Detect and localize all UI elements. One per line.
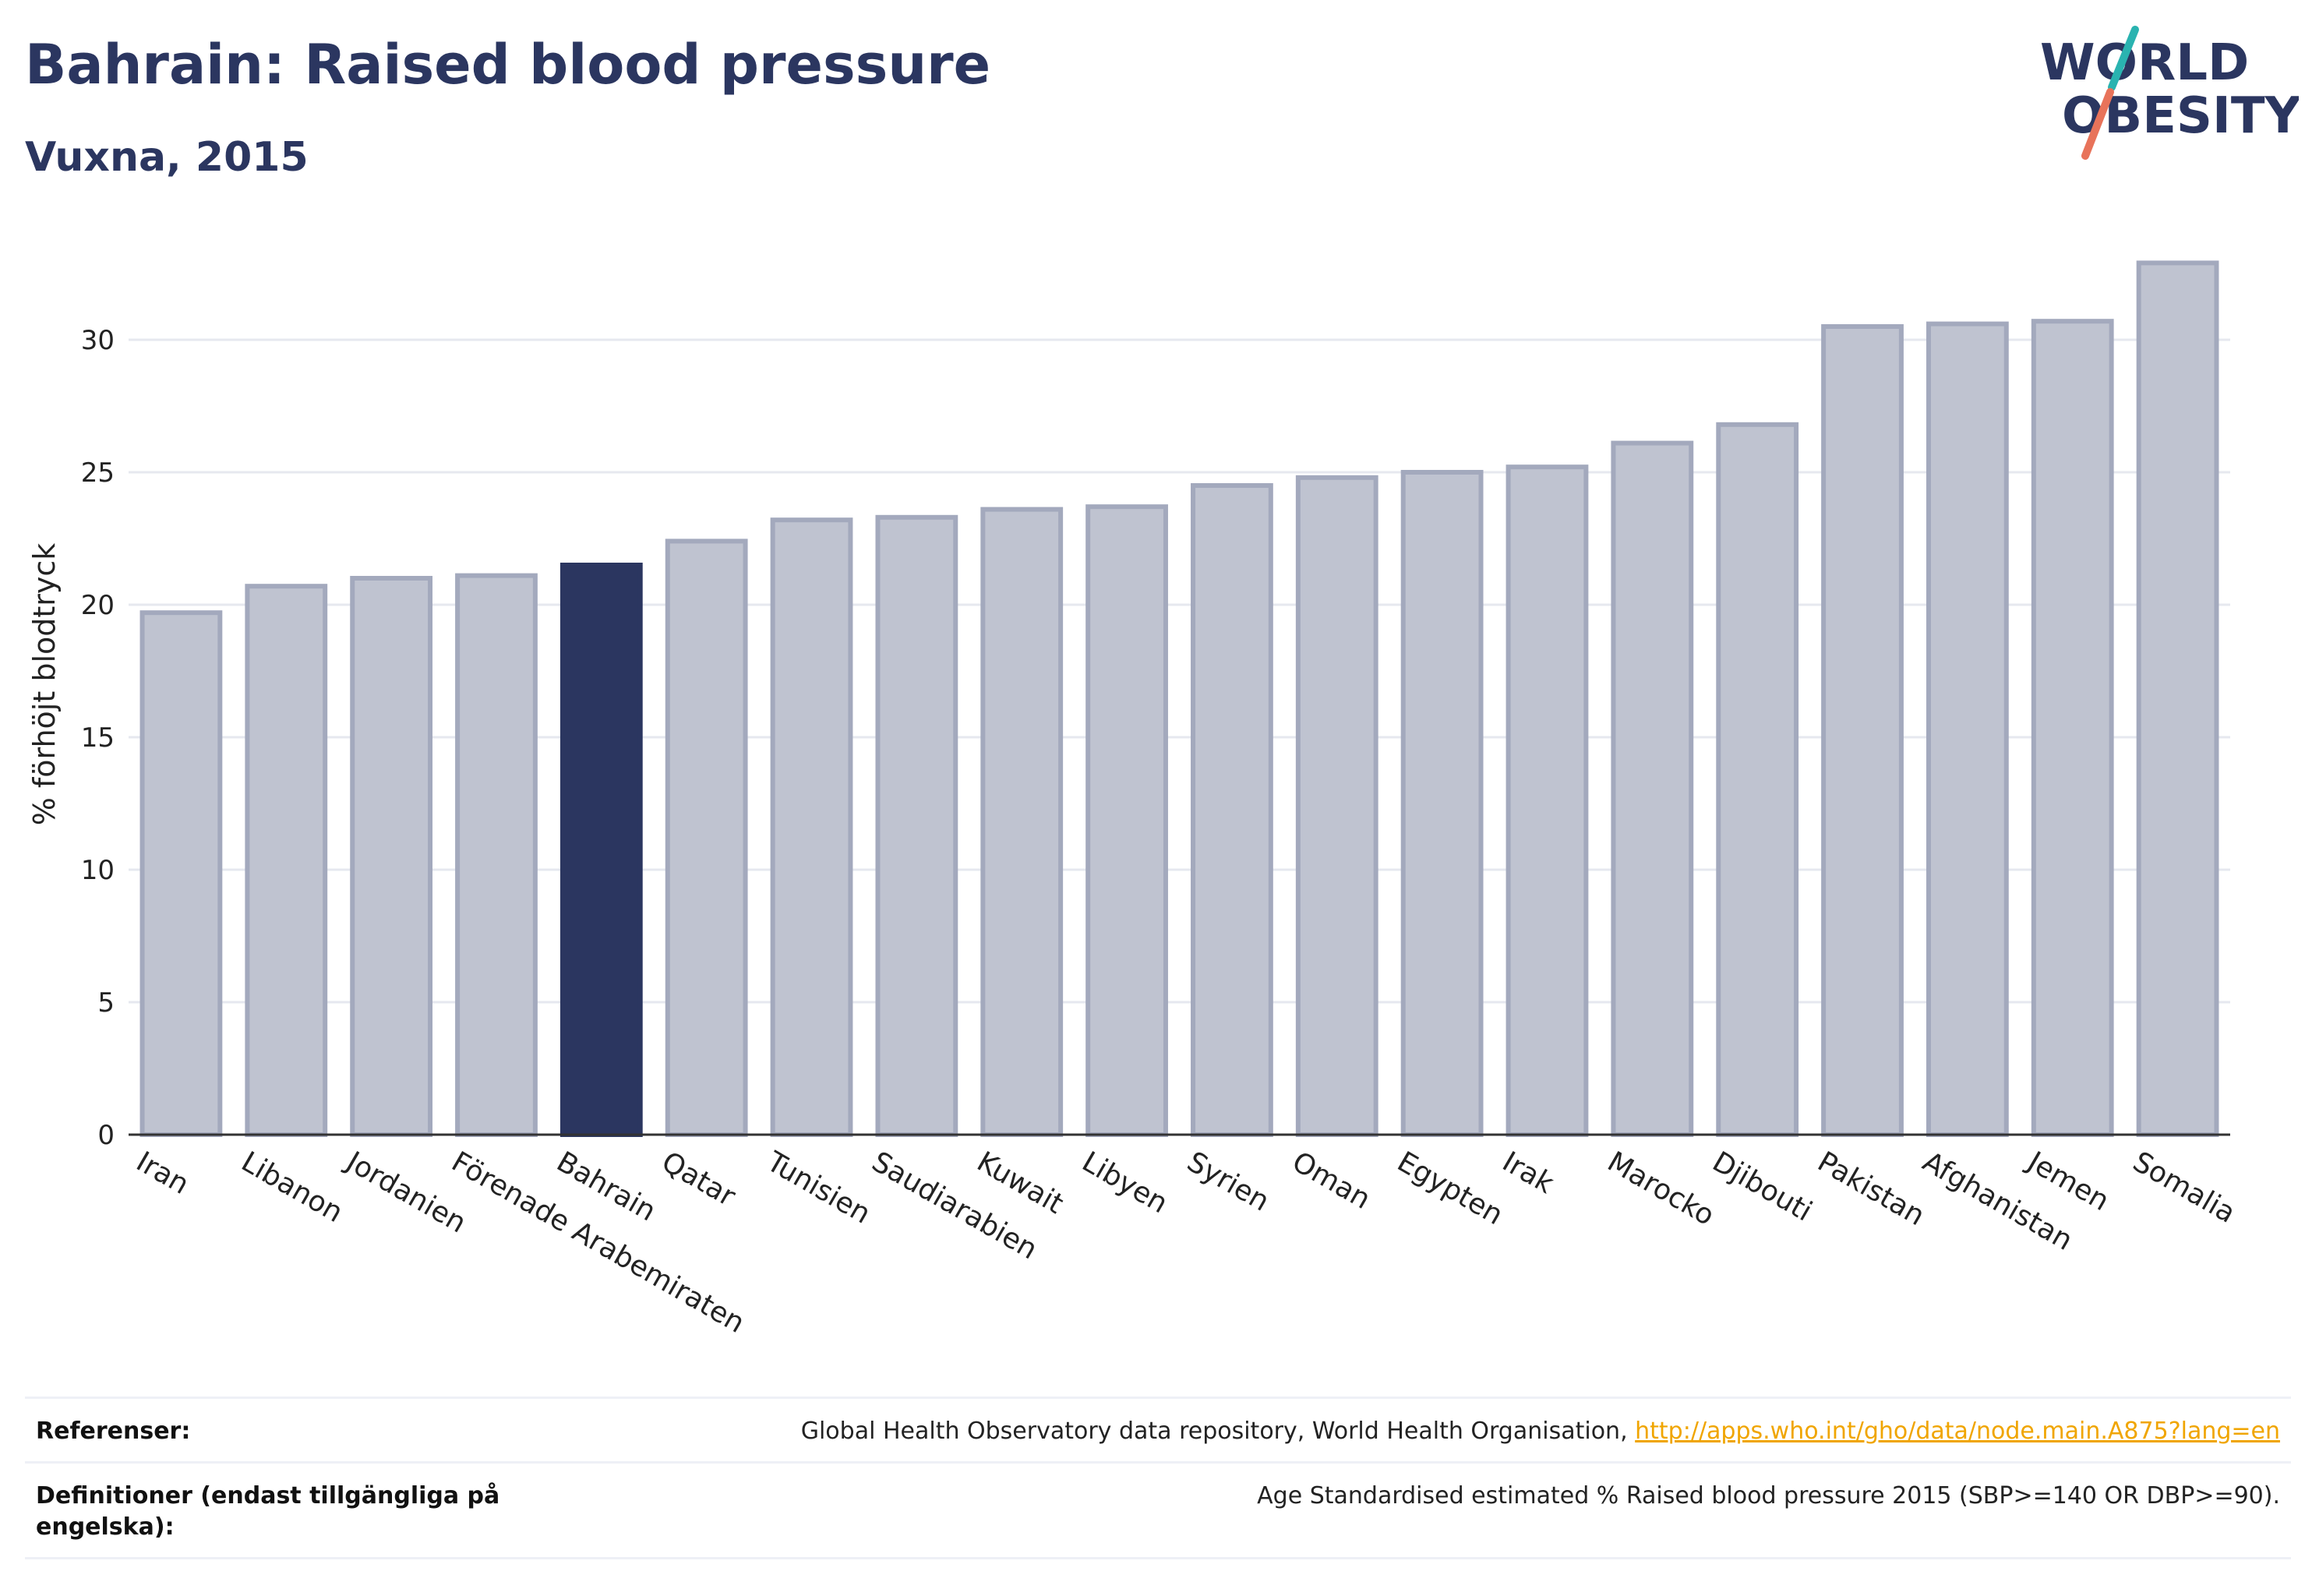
bar-jemen — [2031, 319, 2114, 1138]
x-tick-label: Tunisien — [761, 1146, 876, 1231]
x-tick-label: Libyen — [1077, 1146, 1174, 1220]
x-tick-label: Somalia — [2127, 1146, 2240, 1230]
bar-libyen — [1085, 504, 1168, 1137]
x-tick-label: Irak — [1497, 1146, 1559, 1200]
bar-pakistan — [1821, 324, 1904, 1137]
bar-bahrain — [559, 563, 643, 1137]
y-tick-label: 5 — [97, 987, 115, 1019]
x-tick-label: Iran — [131, 1146, 194, 1201]
x-tick-label: Egypten — [1392, 1146, 1508, 1231]
references-link[interactable]: http://apps.who.int/gho/data/node.main.A… — [1635, 1418, 2280, 1445]
bar-oman — [1295, 475, 1378, 1137]
bar-irak — [1505, 464, 1589, 1137]
bar-afghanistan — [1926, 321, 2009, 1138]
y-axis-label: % förhöjt blodtryck — [27, 543, 62, 826]
logo-slash-teal — [2108, 26, 2139, 91]
bar-chart: 0 5 10 15 20 25 30 % förhöjt blodtryck Iran Liban… — [27, 260, 2240, 1340]
x-tick-label: Qatar — [656, 1146, 740, 1213]
y-tick-label: 0 — [97, 1120, 115, 1151]
definitions-row: Definitioner (endast tillgängliga på eng… — [25, 1461, 2291, 1559]
x-tick-label: Pakistan — [1813, 1146, 1930, 1232]
references-text: Global Health Observatory data repositor… — [800, 1418, 1636, 1445]
logo-text-world: WORLD — [2040, 34, 2249, 92]
references-label: Referenser: — [36, 1418, 191, 1445]
definitions-value: Age Standardised estimated % Raised bloo… — [1257, 1482, 2280, 1509]
chart-subtitle: Vuxna, 2015 — [25, 134, 309, 181]
bar-djibouti — [1716, 422, 1799, 1137]
y-tick-label: 30 — [81, 325, 115, 356]
x-tick-label: Libanon — [236, 1146, 348, 1229]
y-tick-label: 15 — [81, 722, 115, 754]
y-tick-label: 25 — [81, 457, 115, 489]
chart-title: Bahrain: Raised blood pressure — [25, 33, 991, 97]
bar-f-renade-arabemiraten — [455, 573, 538, 1137]
y-tick-label: 10 — [81, 855, 115, 886]
x-tick-label: Djibouti — [1707, 1146, 1817, 1227]
bar-saudiarabien — [875, 514, 958, 1137]
bar-somalia — [2136, 260, 2219, 1137]
world-obesity-logo: WORLD OBESITY — [2040, 26, 2299, 160]
x-tick-label: Marocko — [1602, 1146, 1720, 1232]
bar-qatar — [665, 538, 748, 1137]
bar-iran — [139, 610, 223, 1137]
y-tick-label: 20 — [81, 590, 115, 621]
x-tick-label: Oman — [1287, 1146, 1375, 1216]
bar-kuwait — [980, 507, 1064, 1137]
bar-tunisien — [770, 517, 853, 1137]
x-tick-label: Jordanien — [340, 1145, 471, 1239]
references-row: Referenser: Global Health Observatory da… — [25, 1396, 2291, 1461]
bar-marocko — [1611, 440, 1694, 1137]
bar-jordanien — [350, 576, 433, 1137]
logo-slash-coral — [2081, 88, 2114, 160]
bar-egypten — [1400, 470, 1484, 1137]
x-tick-label: Syrien — [1181, 1146, 1274, 1217]
references-value: Global Health Observatory data repositor… — [801, 1416, 2280, 1447]
definitions-label: Definitioner (endast tillgängliga på eng… — [36, 1482, 500, 1541]
bar-syrien — [1191, 483, 1273, 1137]
bar-libanon — [245, 584, 328, 1137]
chart-footer: Referenser: Global Health Observatory da… — [25, 1396, 2291, 1559]
